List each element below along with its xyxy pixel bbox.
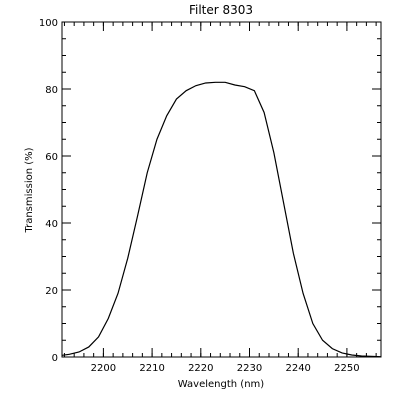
series-line bbox=[61, 81, 382, 358]
y-tick-label: 60 bbox=[45, 152, 58, 163]
plot-frame bbox=[61, 21, 382, 358]
axis-tick-labels: 2200 2210 2220 2230 2240 2250 0 20 40 60 80 100 bbox=[39, 18, 360, 374]
x-tick-label: 2210 bbox=[139, 363, 164, 374]
x-tick-label: 2200 bbox=[91, 363, 116, 374]
y-tick-label: 20 bbox=[45, 286, 58, 297]
x-tick-label: 2240 bbox=[285, 363, 310, 374]
x-tick-label: 2220 bbox=[188, 363, 213, 374]
chart-title: Filter 8303 bbox=[189, 3, 253, 17]
x-tick-label: 2250 bbox=[334, 363, 359, 374]
y-axis-label: Transmission (%) bbox=[24, 147, 35, 233]
y-tick-label: 40 bbox=[45, 219, 58, 230]
y-tick-label: 100 bbox=[39, 18, 58, 29]
x-tick-label: 2230 bbox=[237, 363, 262, 374]
axis-ticks bbox=[62, 21, 381, 358]
y-tick-label: 80 bbox=[45, 85, 58, 96]
y-tick-label: 0 bbox=[52, 353, 58, 364]
x-axis-label: Wavelength (nm) bbox=[178, 379, 264, 390]
